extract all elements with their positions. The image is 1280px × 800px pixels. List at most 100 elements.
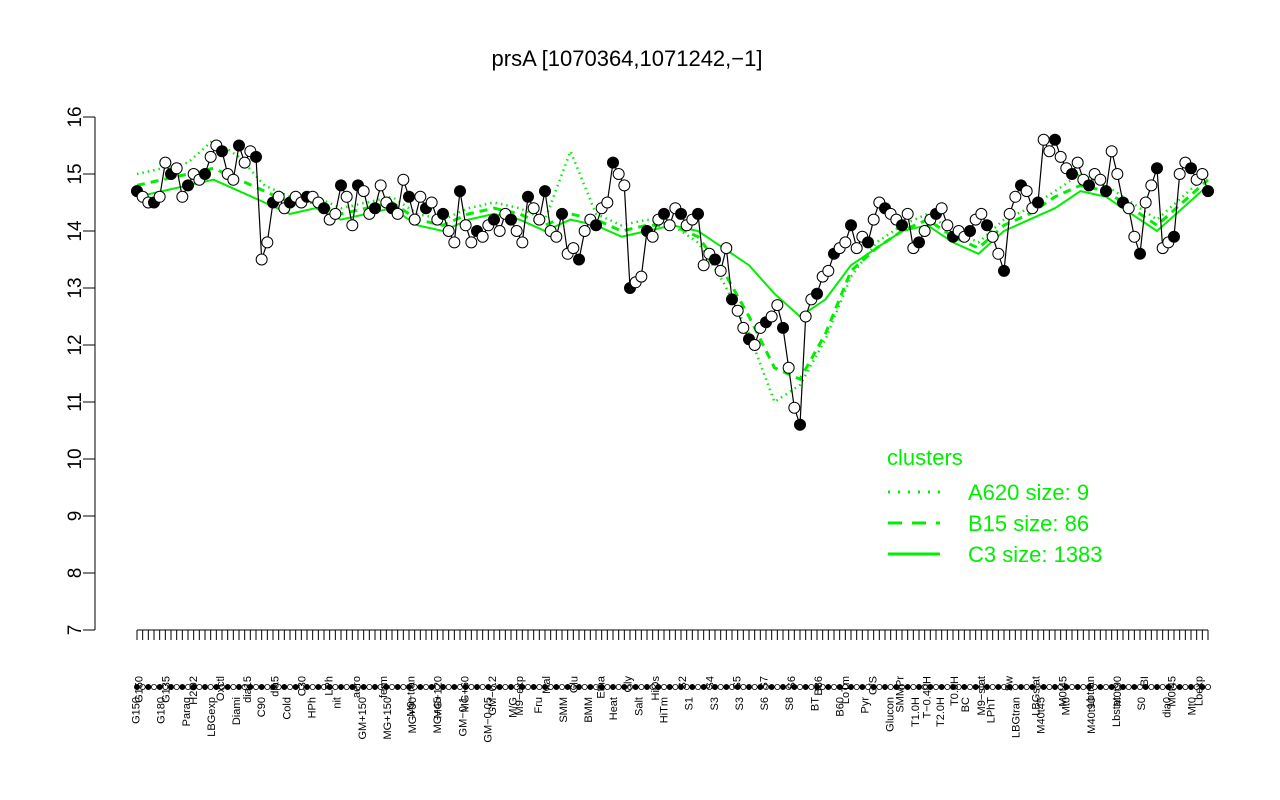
- data-point: [709, 253, 721, 266]
- data-point: [867, 213, 880, 226]
- x-tick-label: aero: [351, 676, 363, 698]
- x-rug-marker: [989, 684, 996, 691]
- x-tick-label: HiTm: [658, 697, 670, 723]
- x-tick-label: S8: [784, 697, 796, 710]
- x-rug-marker: [1137, 684, 1144, 691]
- x-rug-marker: [1006, 684, 1013, 691]
- data-point: [714, 264, 727, 277]
- x-rug-marker: [315, 684, 322, 691]
- x-tick-label: G150: [133, 676, 145, 703]
- x-rug-marker: [542, 684, 549, 691]
- x-rug-marker: [1069, 684, 1076, 691]
- x-rug-marker: [621, 684, 628, 691]
- data-point: [476, 230, 489, 243]
- data-point: [357, 185, 370, 198]
- x-tick-label: B60: [834, 697, 846, 717]
- x-tick-label: dia15: [242, 676, 254, 703]
- data-point: [550, 230, 563, 243]
- x-rug-marker: [797, 684, 804, 691]
- data-point: [646, 230, 659, 243]
- data-point: [1094, 173, 1107, 186]
- x-rug-marker: [604, 684, 611, 691]
- x-rug-marker: [1080, 684, 1087, 691]
- data-point: [414, 190, 427, 203]
- data-point: [533, 213, 546, 226]
- x-tick-label: GM+150: [357, 697, 369, 740]
- data-point: [822, 264, 835, 277]
- x-rug-marker: [950, 684, 957, 691]
- data-point: [255, 253, 268, 266]
- x-tick-label: S1: [684, 697, 696, 710]
- x-rug-marker: [201, 684, 208, 691]
- x-rug-marker: [706, 684, 713, 691]
- x-rug-marker: [763, 684, 770, 691]
- x-rug-marker: [264, 684, 271, 691]
- data-point: [618, 179, 631, 192]
- x-tick-label: GM−0.2: [487, 676, 499, 715]
- data-point: [329, 207, 342, 220]
- x-tick-label: M40t90: [1086, 697, 1098, 734]
- data-point: [635, 270, 648, 283]
- x-rug-marker: [275, 684, 282, 691]
- x-tick-label: GM−0.1: [457, 697, 469, 736]
- y-tick-label: 15: [65, 163, 86, 184]
- x-tick-label: BC: [960, 697, 972, 712]
- data-point: [1122, 202, 1135, 215]
- x-axis: G150 G135 H2O2 Oxctl dia15 dia5 C30 LPh aero ferm…: [131, 629, 1212, 743]
- x-tick-label: Lbtran: [1085, 676, 1097, 707]
- data-point: [862, 236, 874, 249]
- data-point: [913, 236, 925, 249]
- x-tick-label: S3: [709, 697, 721, 710]
- x-rug-marker: [235, 684, 242, 691]
- data-point: [981, 219, 993, 232]
- x-tick-label: G/S: [867, 676, 879, 695]
- data-point: [986, 230, 999, 243]
- x-rug-marker: [1120, 684, 1127, 691]
- x-rug-marker: [899, 684, 906, 691]
- data-point: [374, 179, 387, 192]
- x-rug-marker: [587, 684, 594, 691]
- data-point: [612, 168, 625, 180]
- x-rug-marker: [1108, 684, 1115, 691]
- data-point: [1111, 168, 1124, 180]
- x-rug-marker: [462, 684, 469, 691]
- x-rug-marker: [388, 684, 395, 691]
- data-point: [1168, 230, 1180, 243]
- x-rug-marker: [893, 684, 900, 691]
- x-tick-label: MG+150: [382, 697, 394, 740]
- x-tick-label: S6: [759, 697, 771, 710]
- data-point: [227, 173, 240, 186]
- x-rug-marker: [632, 684, 639, 691]
- x-rug-marker: [689, 684, 696, 691]
- x-rug-marker: [666, 684, 673, 691]
- x-tick-label: G180: [156, 697, 168, 724]
- x-rug-marker: [145, 684, 152, 691]
- x-rug-marker: [1091, 684, 1098, 691]
- legend-title: clusters: [887, 445, 963, 470]
- data-point: [238, 156, 251, 169]
- data-point: [369, 202, 381, 215]
- x-rug-marker: [428, 684, 435, 691]
- data-point: [726, 293, 738, 306]
- data-point: [442, 225, 455, 237]
- x-tick-label: MG+60: [460, 676, 472, 712]
- x-rug-marker: [1142, 684, 1149, 691]
- data-point: [567, 242, 580, 255]
- series-path: [136, 137, 1209, 425]
- x-rug-marker: [207, 684, 214, 691]
- x-rug-marker: [638, 684, 645, 691]
- data-point: [601, 196, 614, 209]
- x-tick-label: BMM: [583, 697, 595, 723]
- data-point: [1003, 207, 1016, 220]
- data-point: [573, 253, 585, 266]
- data-point: [159, 156, 172, 169]
- x-tick-label: T−0.40H: [922, 676, 934, 719]
- data-point: [1202, 185, 1214, 198]
- data-point: [346, 219, 359, 232]
- x-tick-label: LBGexp: [206, 697, 218, 737]
- x-rug-marker: [286, 684, 293, 691]
- data-point: [771, 299, 784, 312]
- x-tick-label: C90: [256, 697, 268, 717]
- x-rug-marker: [802, 684, 809, 691]
- x-tick-label: SMMPr: [895, 676, 907, 713]
